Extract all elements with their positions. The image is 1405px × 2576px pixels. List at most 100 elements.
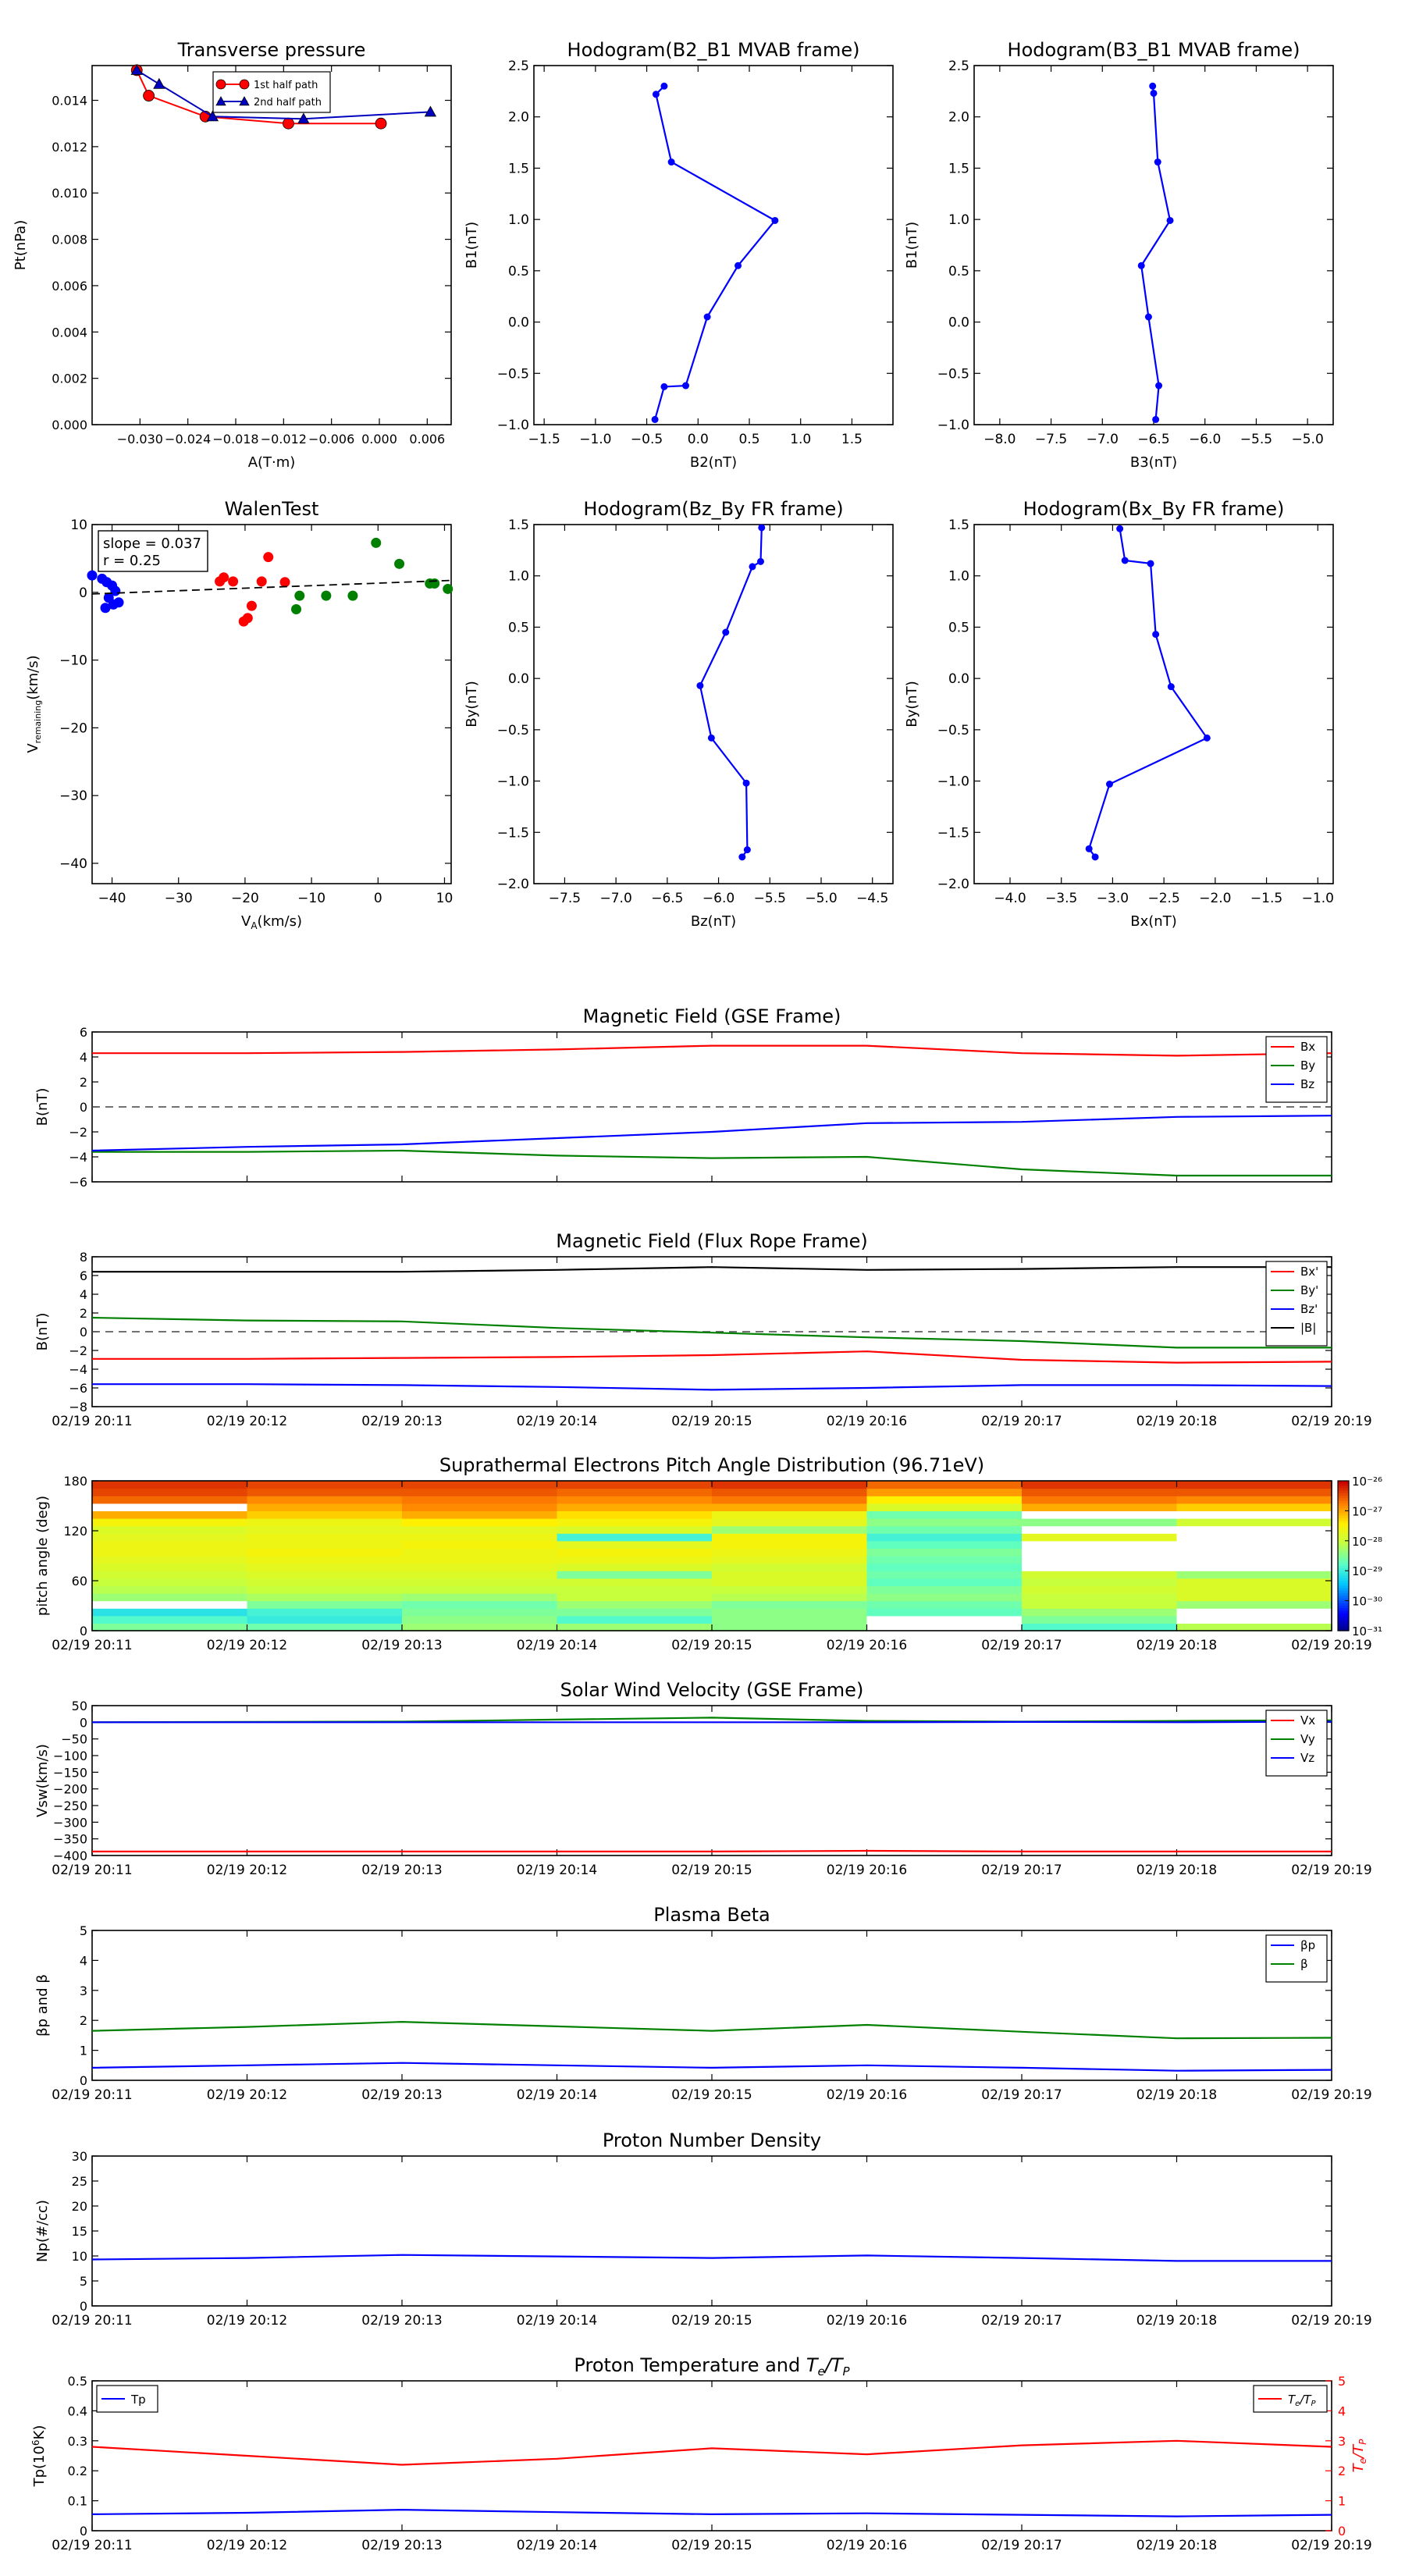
heatmap-cell: [557, 1496, 713, 1504]
heatmap-cell: [712, 1600, 868, 1609]
heatmap-cell: [557, 1615, 713, 1624]
heatmap-cell: [92, 1563, 248, 1571]
heatmap-cell: [1176, 1563, 1332, 1571]
heatmap-cell: [247, 1481, 403, 1489]
data-point: [735, 262, 742, 269]
x-tick-label: −0.006: [308, 432, 354, 447]
heatmap-cell: [712, 1533, 868, 1542]
x-tick-label: 02/19 20:11: [52, 1863, 132, 1878]
y-tick-label: 0.5: [508, 620, 529, 635]
y-tick-label: 8: [80, 1250, 87, 1265]
data-point: [682, 382, 690, 390]
data-point: [722, 628, 730, 636]
x-tick-label: 02/19 20:19: [1291, 2538, 1371, 2553]
legend-box: [212, 71, 331, 113]
x-tick-label: −4.5: [856, 891, 888, 906]
y-tick-label: −30: [59, 788, 87, 804]
heatmap-cell: [402, 1481, 558, 1489]
data-point: [667, 158, 675, 166]
heatmap-cell: [712, 1548, 868, 1557]
y-tick-label: 1.5: [508, 161, 529, 176]
x-tick-label: 02/19 20:18: [1136, 1414, 1217, 1429]
x-tick-label: −7.0: [600, 891, 632, 906]
series-line-: [91, 2020, 1332, 2040]
y-tick-label: 0.000: [52, 418, 87, 432]
colorbar-segment: [1338, 1588, 1349, 1592]
data-point: [263, 552, 274, 563]
x-tick-label: 02/19 20:13: [361, 2087, 442, 2103]
heatmap-cell: [402, 1608, 558, 1617]
heatmap-cell: [92, 1510, 248, 1519]
heatmap-cell: [247, 1540, 403, 1549]
heatmap-cell: [712, 1615, 868, 1624]
y-tick-label: −20: [59, 720, 87, 736]
heatmap-cell: [247, 1615, 403, 1624]
colorbar-segment: [1338, 1556, 1349, 1559]
vsw-title: Solar Wind Velocity (GSE Frame): [560, 1679, 864, 1701]
x-tick-label: 02/19 20:19: [1291, 1414, 1371, 1429]
x-tick-label: 02/19 20:15: [671, 2538, 752, 2553]
y-tick-label: −1.0: [497, 774, 529, 790]
beta-chart: Plasma Beta 0 1 2 3 4 5 02/19 20:11 02/19 20:12 0…: [34, 1904, 1372, 2103]
data-point: [1149, 82, 1157, 90]
plot-frame: [91, 2155, 1332, 2307]
x-tick-label: −1.5: [528, 432, 560, 447]
data-point: [279, 577, 290, 588]
heatmap-cell: [247, 1525, 403, 1534]
x-tick-label: 02/19 20:17: [981, 2538, 1062, 2553]
heatmap-cell: [1022, 1540, 1178, 1549]
data-point: [394, 558, 405, 569]
data-point: [1150, 89, 1158, 97]
y-tick-label: 1.0: [508, 569, 529, 585]
x-tick-label: −4.0: [994, 891, 1026, 906]
heatmap-cell: [1176, 1525, 1332, 1534]
series-line-bx: [92, 1044, 1332, 1057]
colorbar-segment: [1338, 1493, 1349, 1496]
y-tick-label: 5: [80, 2274, 87, 2289]
y-tick-label: −6: [69, 1175, 87, 1190]
y-tick-label: −300: [53, 1815, 87, 1830]
series-line-p: [91, 2062, 1332, 2072]
y-tick-label: 0: [80, 2299, 87, 2314]
heatmap-cell: [92, 1525, 248, 1534]
y-tick-label: −150: [53, 1765, 87, 1780]
colorbar-segment: [1338, 1598, 1349, 1602]
y-tick-label: −50: [61, 1732, 87, 1747]
colorbar-segment: [1338, 1593, 1349, 1596]
h1-title: Hodogram(B2_B1 MVAB frame): [567, 39, 860, 61]
wt-chart: WalenTest −40 −30 −20 −10 0 10 −40 −30 −20 −10 0 10 V…: [25, 498, 453, 931]
colorbar-segment: [1338, 1583, 1349, 1586]
colorbar-segment: [1338, 1628, 1349, 1631]
x-tick-label: −2.0: [1199, 891, 1231, 906]
heatmap-cell: [247, 1488, 403, 1496]
x-tick-label: −1.0: [579, 432, 611, 447]
y-axis-label: By(nT): [904, 681, 920, 727]
x-tick-label: −5.5: [754, 891, 786, 906]
plot-frame: [533, 65, 894, 425]
y-tick-label: 0.2: [68, 2464, 87, 2478]
x-tick-label: −3.0: [1097, 891, 1129, 906]
mff-chart: Magnetic Field (Flux Rope Frame) −8 −6 −4 −2…: [34, 1230, 1372, 1429]
x-tick-label: 02/19 20:11: [52, 2313, 132, 2329]
h3-title: Hodogram(Bz_By FR frame): [583, 498, 843, 520]
y-tick-label: −1.5: [497, 825, 529, 841]
heatmap-cell: [402, 1615, 558, 1624]
colorbar-segment: [1338, 1543, 1349, 1546]
x-tick-label: 02/19 20:17: [981, 1638, 1062, 1653]
heatmap-cell: [402, 1488, 558, 1496]
plot-frame: [91, 1930, 1332, 2081]
data-point: [424, 105, 437, 117]
colorbar-segment: [1338, 1513, 1349, 1517]
y-tick-label: 5: [80, 1923, 87, 1938]
heatmap-cell: [402, 1563, 558, 1571]
x-tick-label: 02/19 20:15: [671, 1414, 752, 1429]
heatmap-cell: [712, 1585, 868, 1594]
heatmap-cell: [1022, 1563, 1178, 1571]
colorbar-segment: [1338, 1498, 1349, 1502]
legend-label: βp: [1300, 1938, 1315, 1952]
colorbar-segment: [1338, 1563, 1349, 1567]
x-tick-label: −1.5: [1250, 891, 1282, 906]
plot-frame: [91, 1705, 1332, 1856]
y-tick-label: 0.014: [52, 94, 87, 109]
